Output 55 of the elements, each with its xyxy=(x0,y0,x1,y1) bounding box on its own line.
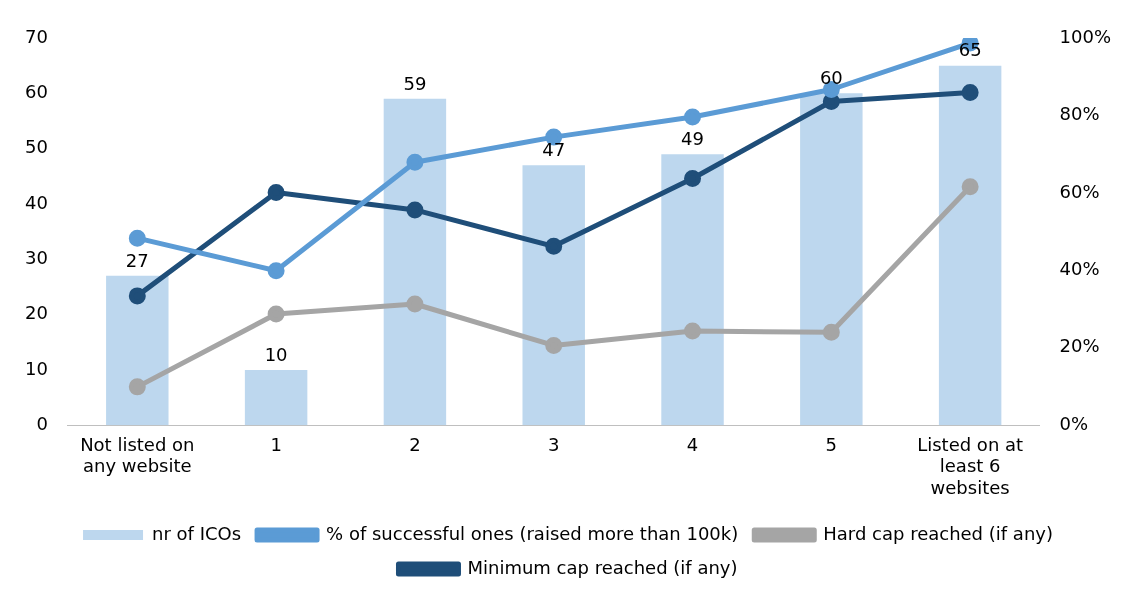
data-label: 47 xyxy=(542,138,566,160)
y-tick-label: 0 xyxy=(36,412,48,434)
x-tick-label: 5 xyxy=(825,433,838,455)
point xyxy=(128,378,146,396)
y-tick-label: 30 xyxy=(25,246,48,268)
x-tick-label: 4 xyxy=(686,433,699,455)
bar xyxy=(800,93,863,426)
y-tick-label: 10 xyxy=(25,357,48,379)
bar xyxy=(383,98,447,426)
point xyxy=(684,170,702,188)
data-label: 27 xyxy=(125,249,149,271)
y-tick-label: 60 xyxy=(25,80,48,102)
y2-tick-label: 80% xyxy=(1059,103,1100,125)
legend-label: Minimum cap reached (if any) xyxy=(467,556,738,578)
data-label: 49 xyxy=(681,127,704,149)
point xyxy=(406,295,424,313)
point xyxy=(128,287,146,305)
y2-tick-label: 0% xyxy=(1059,412,1089,434)
bar xyxy=(244,369,308,426)
point xyxy=(545,336,563,354)
y2-tick-label: 20% xyxy=(1059,335,1100,357)
point xyxy=(406,153,424,171)
bar xyxy=(661,154,724,426)
point xyxy=(406,201,424,219)
point xyxy=(545,237,563,255)
y2-tick-label: 40% xyxy=(1059,257,1100,279)
x-tick-label: 3 xyxy=(548,433,560,455)
point xyxy=(961,84,979,102)
point xyxy=(684,322,702,340)
point xyxy=(267,183,285,201)
bar xyxy=(106,275,169,426)
point xyxy=(128,229,146,247)
x-tick-label: 1 xyxy=(270,433,282,455)
y2-tick-label: 60% xyxy=(1059,180,1100,202)
x-tick-label: 2 xyxy=(409,433,421,455)
data-label: 60 xyxy=(819,66,843,88)
point xyxy=(267,262,285,280)
legend-label: % of successful ones (raised more than 100k) xyxy=(326,522,739,544)
y-tick-label: 40 xyxy=(25,191,48,213)
y-tick-label: 20 xyxy=(25,302,48,324)
point xyxy=(267,305,285,323)
data-label: 59 xyxy=(403,72,427,94)
y-tick-label: 50 xyxy=(25,136,48,158)
point xyxy=(961,178,979,196)
legend-label: nr of ICOs xyxy=(152,522,242,544)
point xyxy=(822,323,840,341)
data-label: 10 xyxy=(264,343,288,365)
x-tick-label: Not listed on any website xyxy=(80,433,195,477)
point xyxy=(684,108,702,126)
y-tick-label: 70 xyxy=(25,25,48,47)
legend-label: Hard cap reached (if any) xyxy=(823,522,1053,544)
y2-tick-label: 100% xyxy=(1059,25,1112,47)
x-tick-label: Listed on at least 6 websites xyxy=(917,433,1024,498)
bar xyxy=(938,65,1002,426)
bar xyxy=(522,165,585,426)
